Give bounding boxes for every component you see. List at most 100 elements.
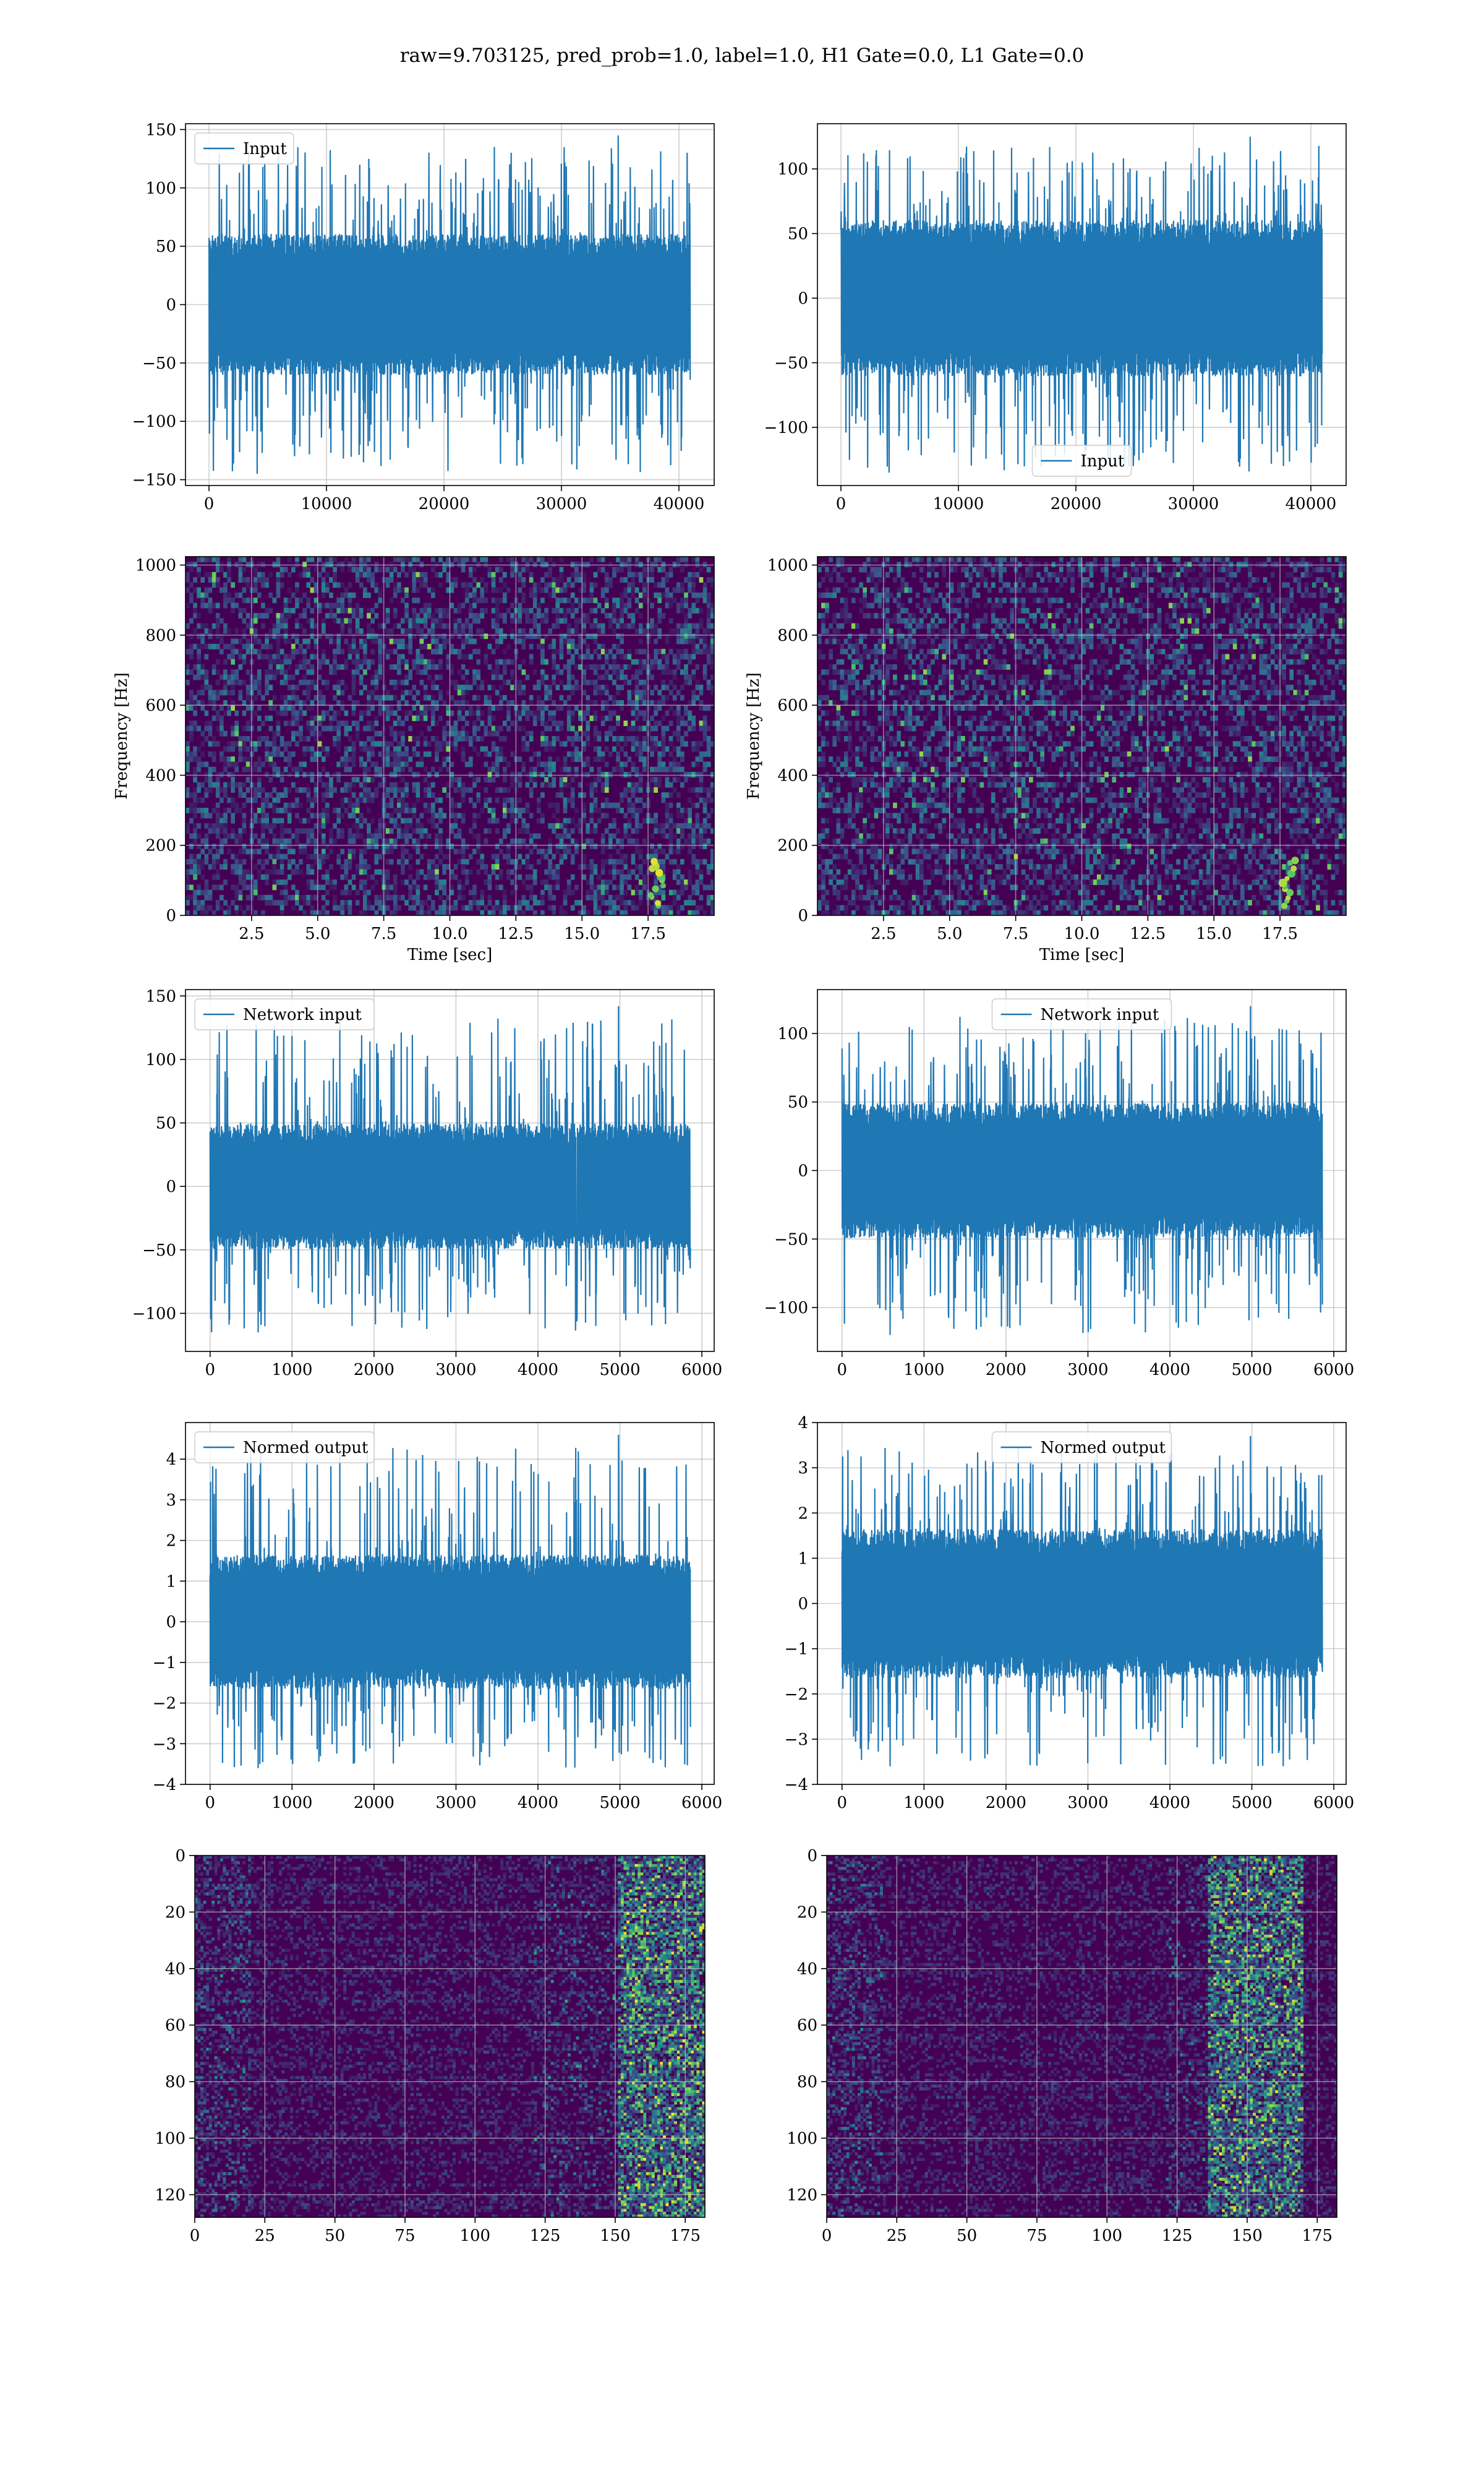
heatmap-cell — [231, 813, 235, 819]
heatmap-cell — [676, 649, 681, 654]
heatmap-cell — [238, 894, 243, 901]
heatmap-cell — [295, 766, 299, 773]
heatmap-cell — [374, 567, 379, 573]
heatmap-cell — [367, 710, 371, 716]
heatmap-cell — [336, 633, 341, 640]
heatmap-cell — [431, 864, 435, 870]
heatmap-cell — [204, 557, 209, 562]
heatmap-cell — [582, 669, 586, 675]
heatmap-cell — [253, 571, 258, 578]
y-tick-label: 1000 — [135, 557, 176, 575]
heatmap-cell — [435, 571, 439, 578]
heatmap-cell — [544, 582, 548, 588]
heatmap-cell — [351, 849, 356, 855]
heatmap-cell — [186, 751, 190, 757]
heatmap-cell — [503, 889, 507, 896]
heatmap-cell — [521, 685, 526, 690]
heatmap-cell — [223, 571, 228, 578]
heatmap-cell — [586, 741, 591, 747]
heatmap-cell — [378, 823, 383, 829]
heatmap-cell — [559, 607, 564, 614]
heatmap-cell — [476, 685, 480, 690]
heatmap-cell — [680, 602, 684, 609]
heatmap-cell — [423, 643, 428, 649]
heatmap-cell — [200, 864, 205, 870]
heatmap-cell — [189, 864, 194, 870]
heatmap-cell — [586, 823, 591, 829]
heatmap-cell — [340, 618, 345, 624]
heatmap-cell — [378, 669, 383, 675]
heatmap-cell — [276, 628, 281, 634]
heatmap-cell — [450, 802, 454, 808]
heatmap-cell — [506, 828, 511, 834]
heatmap-cell — [231, 854, 235, 860]
heatmap-cell — [559, 844, 564, 849]
heatmap-cell — [257, 766, 262, 773]
heatmap-cell — [1010, 562, 1015, 568]
heatmap-cell — [313, 654, 318, 660]
heatmap-cell — [208, 849, 213, 855]
heatmap-cell — [374, 766, 379, 773]
heatmap-cell — [559, 654, 564, 660]
heatmap-cell — [186, 700, 190, 706]
heatmap-cell — [291, 766, 296, 773]
heatmap-cell — [495, 664, 500, 670]
heatmap-cell — [593, 618, 598, 624]
heatmap-cell — [957, 557, 962, 562]
heatmap-cell — [634, 905, 639, 911]
heatmap-cell — [699, 649, 704, 654]
heatmap-cell — [431, 649, 435, 654]
heatmap-cell — [340, 910, 345, 915]
heatmap-cell — [623, 813, 628, 819]
heatmap-cell — [582, 613, 586, 618]
heatmap-cell — [435, 844, 439, 849]
heatmap-cell — [589, 858, 594, 865]
heatmap-cell — [193, 664, 197, 670]
heatmap-cell — [665, 802, 670, 808]
heatmap-cell — [393, 695, 398, 701]
heatmap-cell — [904, 557, 909, 562]
heatmap-cell — [987, 567, 992, 573]
heatmap-cell — [453, 730, 458, 737]
heatmap-cell — [510, 802, 514, 808]
heatmap-cell — [404, 613, 409, 618]
heatmap-cell — [200, 638, 205, 644]
heatmap-cell — [559, 633, 564, 640]
heatmap-cell — [634, 844, 639, 849]
heatmap-cell — [238, 869, 243, 875]
heatmap-cell — [401, 618, 405, 624]
heatmap-cell — [208, 889, 213, 896]
heatmap-cell — [333, 808, 337, 813]
heatmap-cell — [242, 813, 247, 819]
heatmap-cell — [397, 715, 401, 721]
heatmap-cell — [416, 884, 420, 891]
heatmap-cell — [476, 659, 480, 665]
heatmap-cell — [650, 736, 654, 742]
heatmap-cell — [348, 833, 352, 839]
heatmap-cell — [604, 659, 609, 665]
heatmap-cell — [200, 813, 205, 819]
heatmap-cell — [1081, 567, 1086, 573]
heatmap-cell — [464, 669, 469, 675]
heatmap-cell — [363, 787, 367, 793]
heatmap-cell — [476, 777, 480, 783]
heatmap-cell — [706, 751, 711, 757]
heatmap-cell — [498, 577, 503, 583]
heatmap-cell — [351, 567, 356, 573]
heatmap-cell — [367, 766, 371, 773]
heatmap-cell — [578, 633, 582, 640]
heatmap-cell — [525, 808, 530, 813]
heatmap-cell — [593, 607, 598, 614]
heatmap-cell — [710, 787, 714, 793]
heatmap-cell — [242, 726, 247, 732]
heatmap-cell — [423, 751, 428, 757]
heatmap-cell — [518, 577, 522, 583]
heatmap-cell — [684, 772, 688, 777]
heatmap-cell — [363, 849, 367, 855]
heatmap-cell — [401, 587, 405, 593]
heatmap-cell — [200, 593, 205, 598]
heatmap-cell — [276, 730, 281, 737]
heatmap-cell — [518, 633, 522, 640]
heatmap-cell — [404, 808, 409, 813]
heatmap-cell — [359, 607, 364, 614]
